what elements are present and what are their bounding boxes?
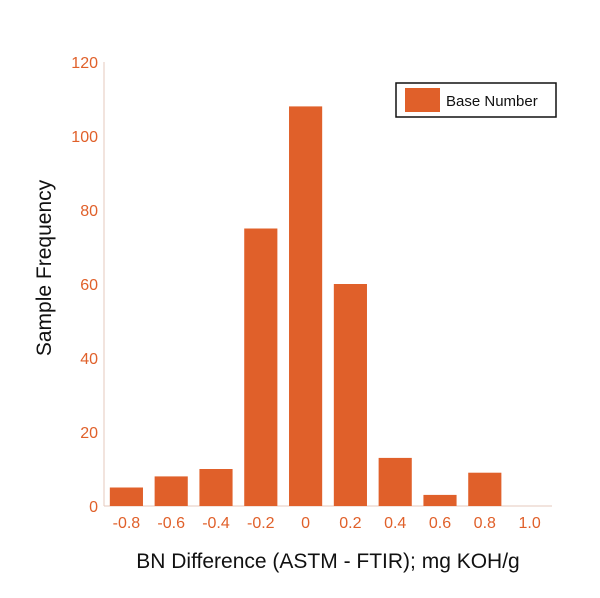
x-tick-label: -0.4 xyxy=(202,515,230,532)
bar xyxy=(109,487,143,506)
bar xyxy=(468,472,502,506)
y-tick-label: 80 xyxy=(80,203,98,220)
bar xyxy=(333,284,367,506)
x-tick-label: 0.2 xyxy=(339,515,361,532)
legend-label: Base Number xyxy=(446,93,538,110)
bar xyxy=(289,106,323,507)
x-axis-label: BN Difference (ASTM - FTIR); mg KOH/g xyxy=(136,550,520,573)
x-tick-label: 0.8 xyxy=(474,515,496,532)
x-tick-label: 0.4 xyxy=(384,515,406,532)
y-tick-label: 0 xyxy=(89,499,98,516)
x-tick-label: -0.8 xyxy=(113,515,141,532)
bar xyxy=(423,494,457,506)
legend-swatch xyxy=(405,88,440,112)
y-tick-label: 60 xyxy=(80,277,98,294)
legend: Base Number xyxy=(395,82,557,118)
y-tick-label: 100 xyxy=(71,129,98,146)
x-tick-label: -0.6 xyxy=(157,515,185,532)
bar xyxy=(244,228,278,506)
x-tick-label: 0.6 xyxy=(429,515,451,532)
x-tick-label: 1.0 xyxy=(518,515,540,532)
bars xyxy=(109,106,502,507)
bar xyxy=(378,457,412,506)
bar xyxy=(154,476,188,506)
x-axis-ticks: -0.8 -0.6 -0.4 -0.2 0 0.2 0.4 0.6 0.8 1.0 xyxy=(113,515,541,532)
x-tick-label: -0.2 xyxy=(247,515,275,532)
bar xyxy=(199,469,233,506)
y-axis-label: Sample Frequency xyxy=(33,179,56,356)
x-tick-label: 0 xyxy=(301,515,310,532)
y-tick-label: 120 xyxy=(71,55,98,72)
y-axis-ticks: 0 20 40 60 80 100 120 xyxy=(71,55,98,516)
y-tick-label: 40 xyxy=(80,351,98,368)
y-tick-label: 20 xyxy=(80,425,98,442)
